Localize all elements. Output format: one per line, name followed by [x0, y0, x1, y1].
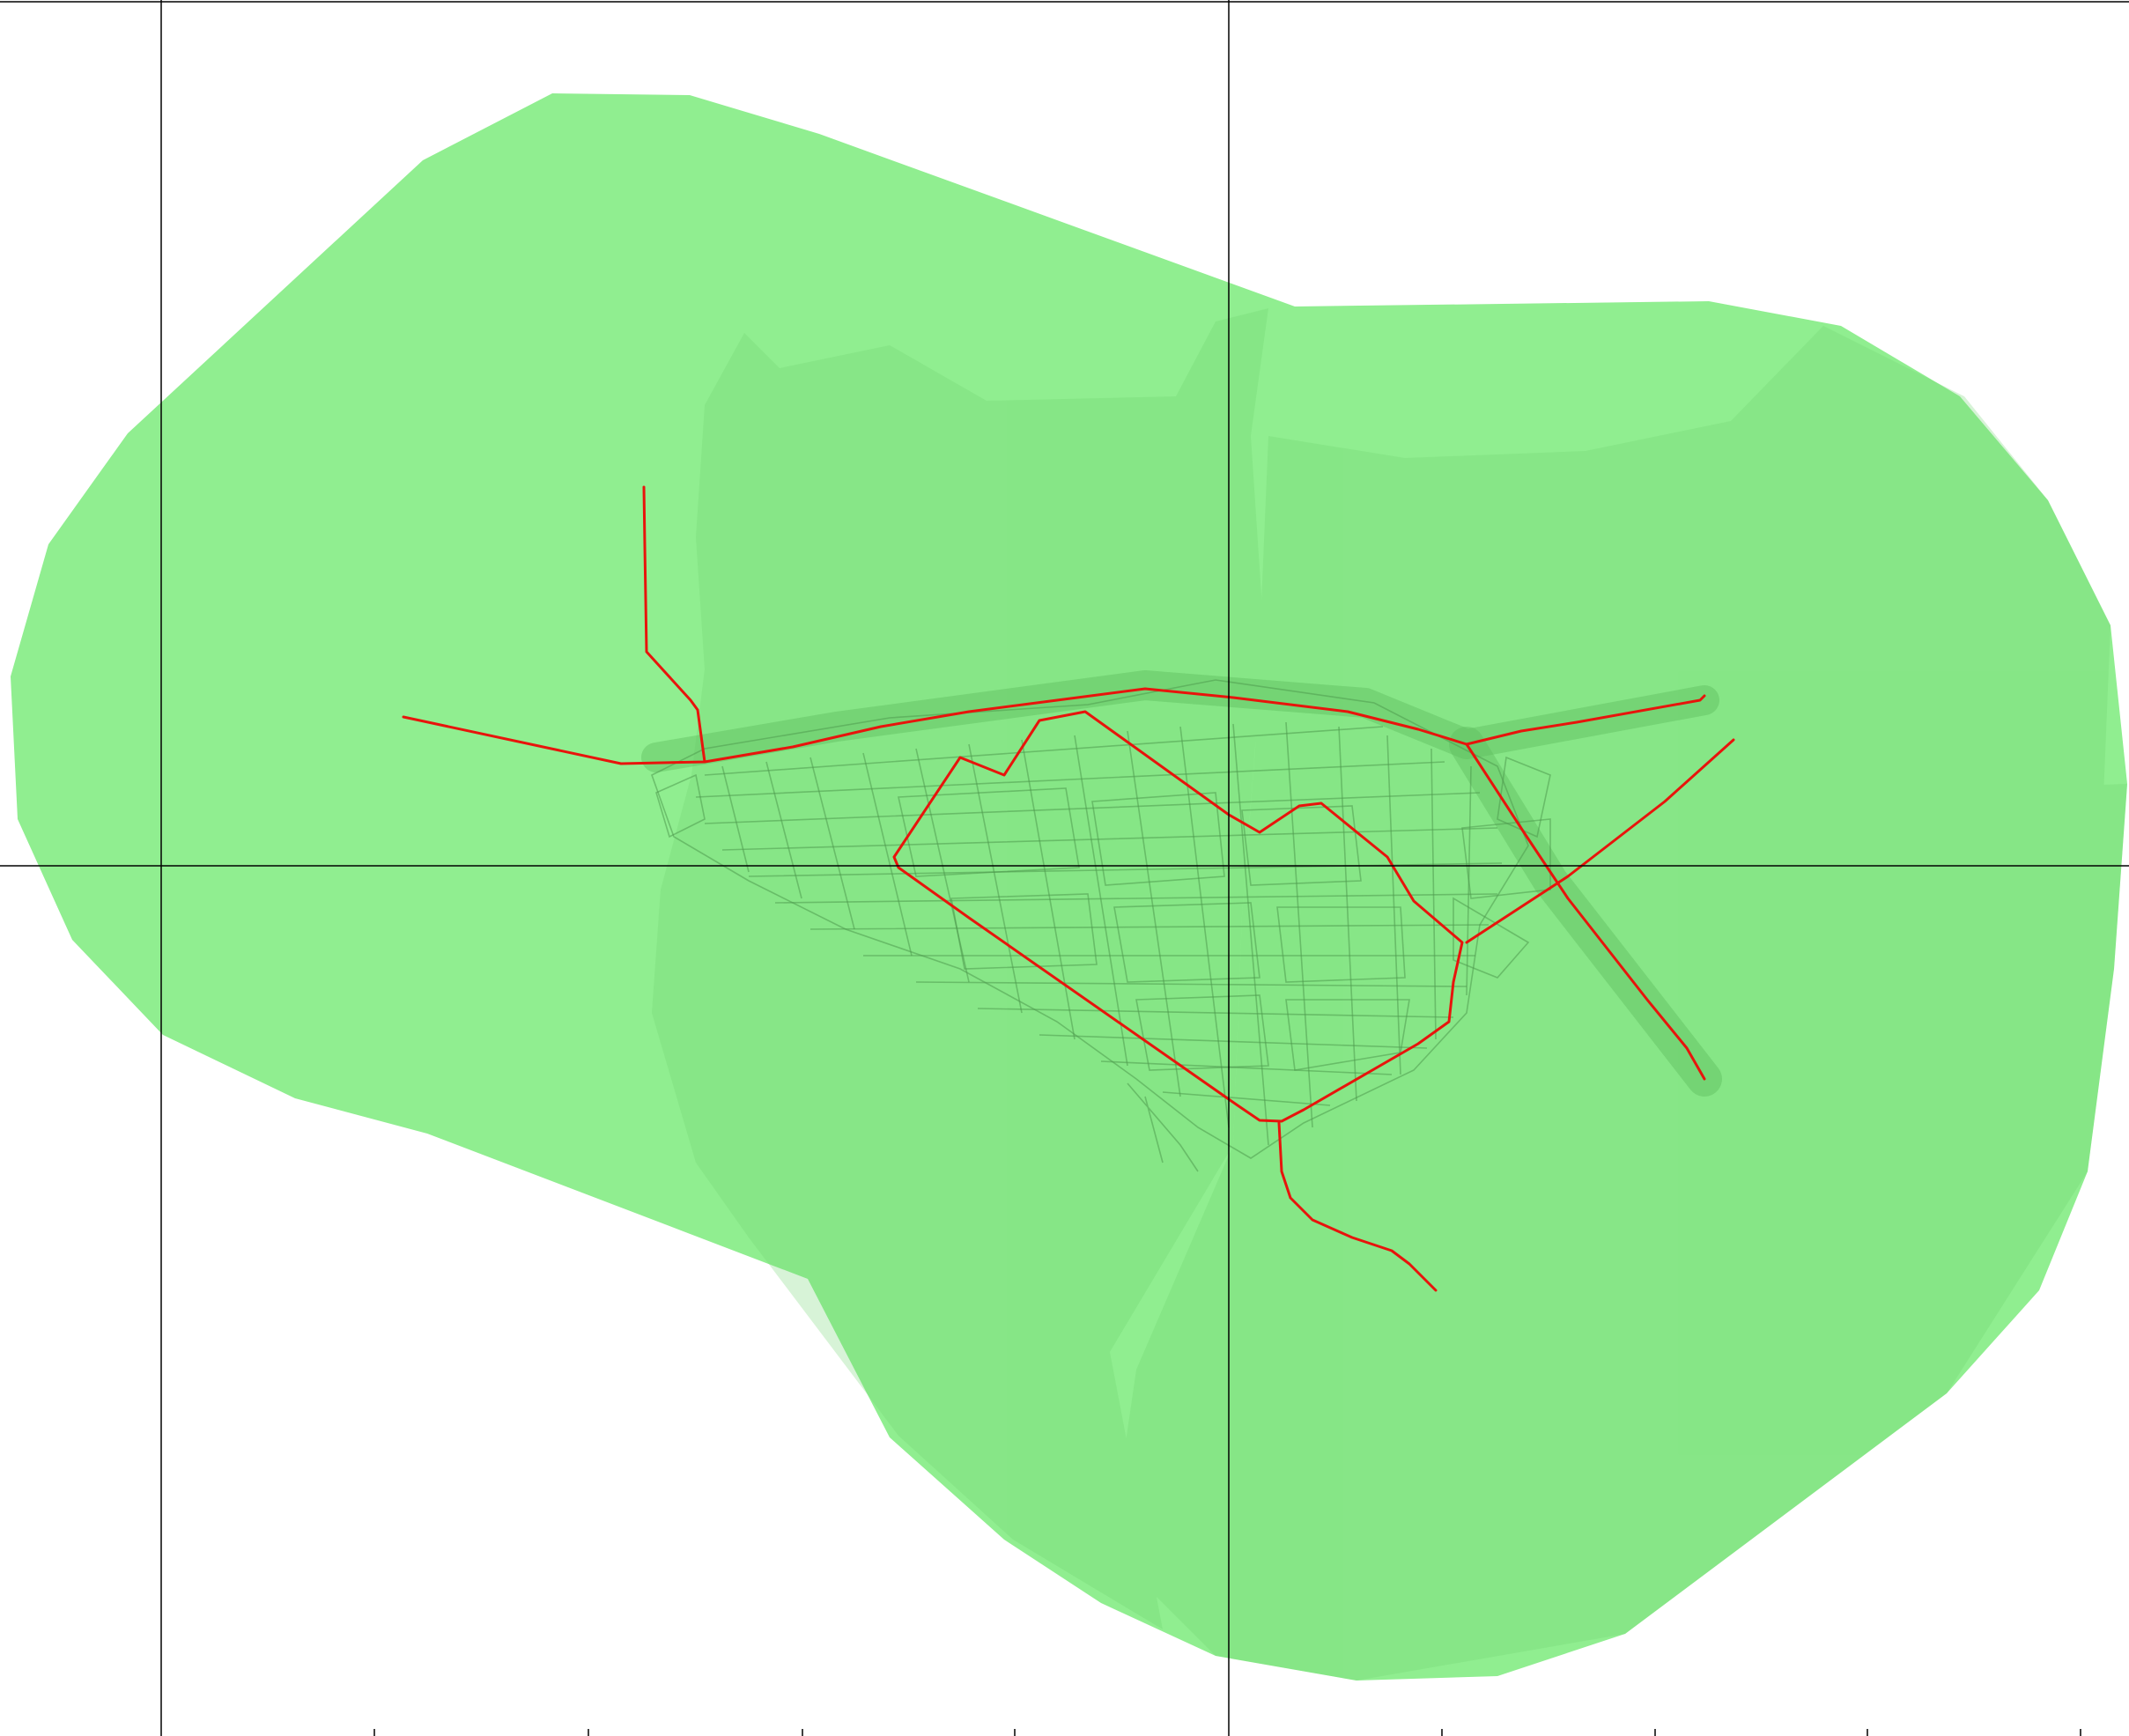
coverage-area-layer [11, 93, 2127, 1681]
route-south-spur [1277, 1121, 1438, 1292]
route-north-spur [642, 485, 706, 764]
grid-bottom-ticks [373, 1729, 2081, 1736]
city-grid-outline [651, 679, 1529, 1159]
city-blocks [651, 679, 1551, 1172]
route-east-branch [1465, 742, 1706, 1081]
route-west-branch [402, 687, 1706, 765]
coverage-zone-east [1110, 326, 2111, 1681]
street-columns [721, 721, 1472, 1146]
route-central-loop [892, 710, 1464, 1123]
harbor-streets [655, 756, 1551, 1172]
route-northeast-diagonal [1465, 738, 1735, 944]
route-layer [402, 485, 1735, 1292]
street-rows [695, 726, 1503, 1106]
coverage-zone-far-east [1742, 784, 2127, 1393]
coverage-zones [652, 308, 2127, 1681]
street-network-layer [641, 670, 1722, 1172]
coverage-area-polygon [11, 93, 2127, 1681]
